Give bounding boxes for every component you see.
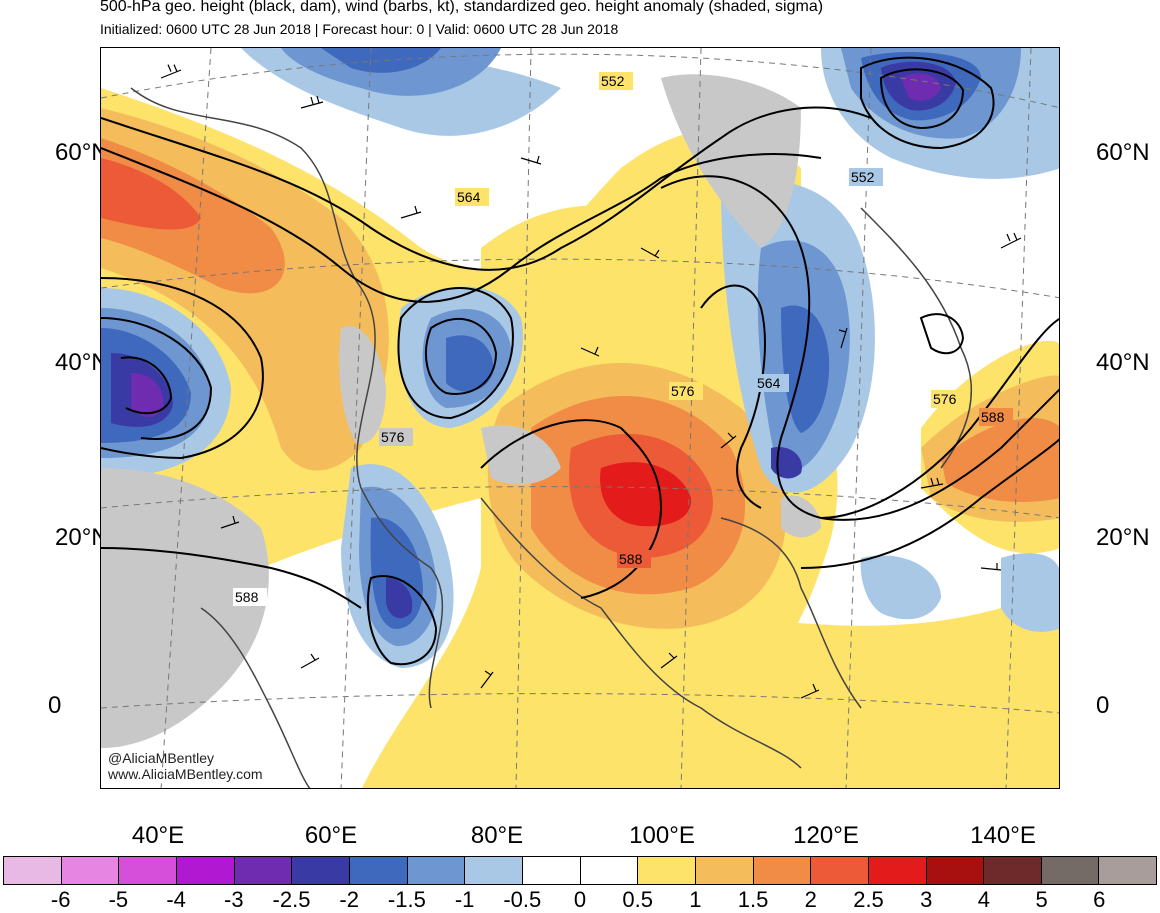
lat-label-eq-left: 0 (48, 692, 62, 719)
colorbar-tick-label: -0.5 (503, 887, 542, 912)
colorbar-swatch (61, 857, 120, 884)
colorbar-swatch (638, 857, 696, 884)
lon-label-60e: 60°E (304, 822, 358, 849)
colorbar-swatch (292, 857, 350, 884)
colorbar-tick-label: 1.5 (737, 887, 769, 912)
figure-title: 500-hPa geo. height (black, dam), wind (… (100, 0, 824, 15)
lat-label-20n-right: 20°N (1096, 524, 1150, 551)
credit-handle: @AliciaMBentley (108, 750, 215, 766)
contour-label: 564 (757, 375, 781, 391)
colorbar-swatch (119, 857, 177, 884)
contour-label: 588 (981, 409, 1005, 425)
contour-labels: 552 564 576 588 552 564 576 588 576 588 (233, 72, 1013, 606)
colorbar-swatch (234, 857, 293, 884)
colorbar-tick-label: 0.5 (622, 887, 653, 912)
contour-label: 576 (933, 391, 957, 407)
lat-label-40n-right: 40°N (1096, 349, 1150, 376)
wind-barbs (160, 64, 1022, 699)
colorbar-tick-label: 5 (1035, 887, 1048, 912)
contour-label: 552 (851, 169, 875, 185)
colorbar-tick-label: 6 (1093, 887, 1106, 912)
lat-label-20n-left: 20°N (55, 524, 109, 551)
colorbar (3, 856, 1157, 885)
contour-label: 564 (457, 189, 481, 205)
contour-label: 552 (601, 73, 625, 89)
lat-label-40n-left: 40°N (55, 349, 109, 376)
colorbar-swatch (1041, 857, 1100, 884)
colorbar-tick-label: 3 (920, 887, 933, 912)
colorbar-tick-label: -2.5 (272, 887, 311, 912)
colorbar-swatch (465, 857, 523, 884)
colorbar-swatch (580, 857, 639, 884)
colorbar-tick-label: -4 (166, 887, 186, 912)
colorbar-tick-label: -3 (224, 887, 244, 912)
lat-label-eq-right: 0 (1096, 692, 1110, 719)
anomaly-shading (101, 48, 1059, 788)
colorbar-swatch (176, 857, 235, 884)
colorbar-tick-label: -5 (108, 887, 129, 912)
colorbar-tick-label: 4 (977, 887, 991, 912)
lat-label-60n-right: 60°N (1096, 139, 1150, 166)
lon-label-140e: 140°E (970, 822, 1036, 849)
colorbar-swatch (1099, 857, 1157, 884)
colorbar-swatch (522, 857, 581, 884)
colorbar-swatch (984, 857, 1042, 884)
credit-url: www.AliciaMBentley.com (108, 766, 263, 782)
colorbar-swatch (349, 857, 408, 884)
colorbar-tick-label: 0 (573, 887, 587, 912)
contour-label: 588 (235, 589, 259, 605)
lon-label-80e: 80°E (470, 822, 524, 849)
colorbar-tick-label: -6 (50, 887, 71, 912)
colorbar-tick-label: 1 (689, 887, 702, 912)
colorbar-swatch (4, 857, 62, 884)
colorbar-swatch (811, 857, 869, 884)
map-panel: 552 564 576 588 552 564 576 588 576 588 (100, 47, 1060, 789)
colorbar-tick-label: 2.5 (853, 887, 884, 912)
anomaly-map: 552 564 576 588 552 564 576 588 576 588 (101, 48, 1059, 788)
colorbar-swatch (407, 857, 466, 884)
figure-subtitle: Initialized: 0600 UTC 28 Jun 2018 | Fore… (100, 21, 619, 37)
lat-label-60n-left: 60°N (55, 139, 109, 166)
height-contours (101, 56, 1059, 666)
colorbar-tick-label: -2 (339, 887, 359, 912)
colorbar-swatch (868, 857, 927, 884)
colorbar-swatch (753, 857, 812, 884)
lon-label-120e: 120°E (793, 822, 859, 849)
colorbar-tick-label: 2 (804, 887, 817, 912)
contour-label: 576 (381, 429, 405, 445)
contour-label: 588 (619, 551, 643, 567)
lon-label-40e: 40°E (131, 822, 185, 849)
contour-label: 576 (671, 383, 695, 399)
colorbar-swatch (926, 857, 985, 884)
lon-label-100e: 100°E (629, 822, 695, 849)
colorbar-tick-label: -1 (454, 887, 475, 912)
colorbar-tick-label: -1.5 (387, 887, 426, 912)
coastlines (130, 87, 973, 788)
colorbar-swatch (695, 857, 754, 884)
